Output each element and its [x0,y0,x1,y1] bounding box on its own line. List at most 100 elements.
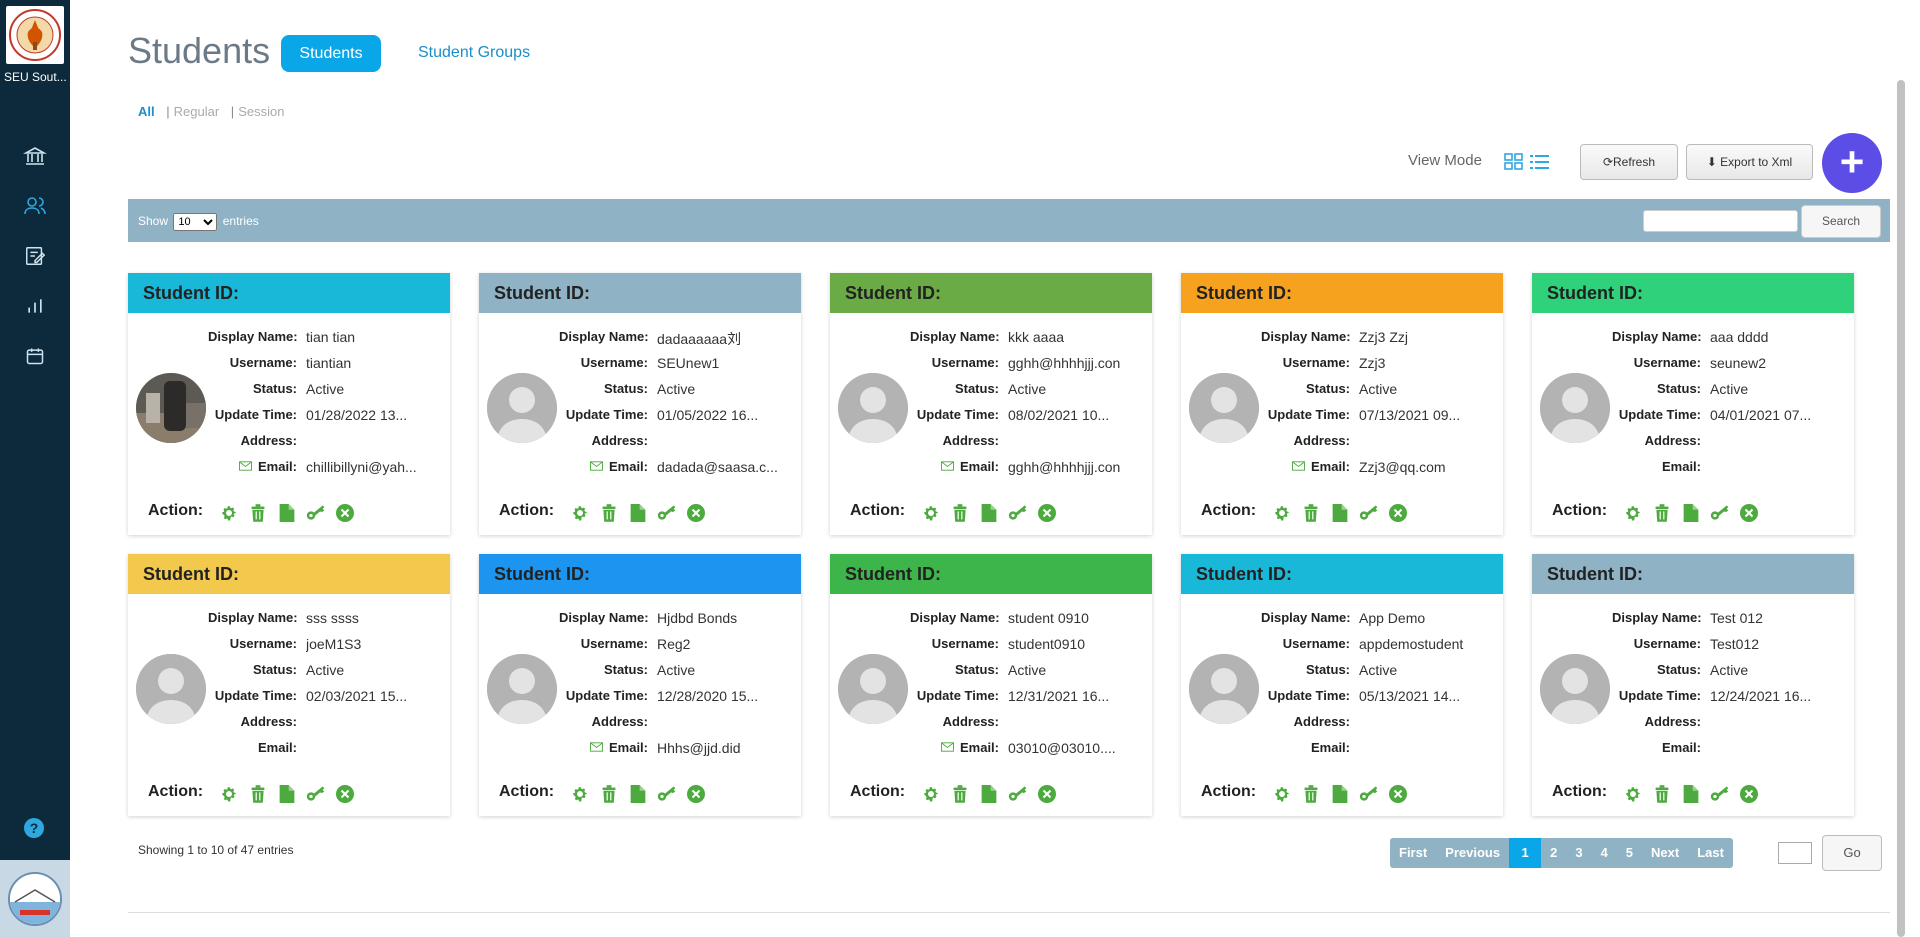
page-next[interactable]: Next [1651,845,1680,860]
key-icon[interactable] [1705,782,1734,806]
go-button[interactable]: Go [1822,835,1882,871]
trash-icon[interactable] [594,782,623,806]
trash-icon[interactable] [1647,501,1676,525]
gear-icon[interactable] [1618,501,1647,525]
student-card[interactable]: Student ID: Display Name: Hjdbd Bonds Usern… [479,554,801,816]
key-icon[interactable] [301,782,330,806]
page-previous[interactable]: Previous [1445,845,1501,860]
key-icon[interactable] [1705,501,1734,525]
student-card[interactable]: Student ID: Display Name: student 0910 User… [830,554,1152,816]
trash-icon[interactable] [243,782,272,806]
remove-icon[interactable] [681,782,710,806]
key-icon[interactable] [652,782,681,806]
filter-regular[interactable]: Regular [173,104,220,119]
page-3[interactable]: 3 [1575,845,1583,860]
field-value [1359,714,1497,740]
student-card[interactable]: Student ID: Display Name: tian tian Usernam… [128,273,450,535]
remove-icon[interactable] [330,782,359,806]
tab-student-groups[interactable]: Student Groups [418,44,531,61]
key-icon[interactable] [1354,782,1383,806]
bank-icon[interactable] [22,143,48,169]
list-view-icon[interactable] [1530,153,1550,176]
field-value: Active [657,662,696,678]
grid-view-icon[interactable] [1504,153,1524,176]
trash-icon[interactable] [945,782,974,806]
filter-session[interactable]: Session [238,104,285,119]
search-input[interactable] [1643,210,1798,232]
field-value: 03010@03010.... [1008,740,1116,756]
page-first[interactable]: First [1399,845,1428,860]
trash-icon[interactable] [945,501,974,525]
trash-icon[interactable] [1647,782,1676,806]
document-icon[interactable] [623,501,652,525]
gear-icon[interactable] [916,782,945,806]
document-icon[interactable] [1676,782,1705,806]
goto-page-input[interactable] [1778,842,1812,864]
org-logo[interactable]: SEU Sout... [4,6,66,110]
student-avatar [1540,373,1610,443]
document-icon[interactable] [974,782,1003,806]
page-5[interactable]: 5 [1625,845,1634,860]
edit-icon[interactable] [22,243,48,269]
chart-icon[interactable] [22,293,48,319]
page-2[interactable]: 2 [1550,845,1558,860]
page-last[interactable]: Last [1697,845,1724,860]
key-icon[interactable] [1354,501,1383,525]
student-card[interactable]: Student ID: Display Name: Test 012 Username… [1532,554,1854,816]
key-icon[interactable] [652,501,681,525]
entries-select[interactable]: 10 [173,213,218,231]
student-card[interactable]: Student ID: Display Name: App Demo Username… [1181,554,1503,816]
gear-icon[interactable] [1267,782,1296,806]
key-icon[interactable] [1003,782,1032,806]
gear-icon[interactable] [214,782,243,806]
document-icon[interactable] [1325,782,1354,806]
refresh-button[interactable]: ⟳Refresh [1580,144,1678,180]
trash-icon[interactable] [1296,782,1325,806]
remove-icon[interactable] [1032,501,1061,525]
export-xml-button[interactable]: ⬇ Export to Xml [1686,144,1813,180]
field-label: Username: [1282,355,1350,370]
document-icon[interactable] [1325,501,1354,525]
gear-icon[interactable] [1618,782,1647,806]
document-icon[interactable] [272,782,301,806]
search-button[interactable]: Search [1801,205,1881,238]
gear-icon[interactable] [565,782,594,806]
remove-icon[interactable] [1734,501,1763,525]
student-card[interactable]: Student ID: Display Name: Zzj3 Zzj Username… [1181,273,1503,535]
remove-icon[interactable] [1032,782,1061,806]
field-value: Active [1008,662,1047,678]
student-card[interactable]: Student ID: Display Name: sss ssss Username… [128,554,450,816]
trash-icon[interactable] [594,501,623,525]
field-email: Email: dadada@saasa.c... [559,459,799,485]
key-icon[interactable] [1003,501,1032,525]
document-icon[interactable] [1676,501,1705,525]
key-icon[interactable] [301,501,330,525]
help-icon[interactable]: ? [24,818,44,838]
student-card[interactable]: Student ID: Display Name: dadaaaaaa刘 Userna… [479,273,801,535]
gear-icon[interactable] [916,501,945,525]
gear-icon[interactable] [565,501,594,525]
user-menu[interactable] [0,860,70,937]
trash-icon[interactable] [243,501,272,525]
document-icon[interactable] [974,501,1003,525]
remove-icon[interactable] [330,501,359,525]
gear-icon[interactable] [1267,501,1296,525]
scrollbar[interactable] [1897,80,1905,937]
users-icon[interactable] [22,193,48,219]
gear-icon[interactable] [214,501,243,525]
remove-icon[interactable] [681,501,710,525]
trash-icon[interactable] [1296,501,1325,525]
document-icon[interactable] [623,782,652,806]
page-4[interactable]: 4 [1600,845,1608,860]
document-icon[interactable] [272,501,301,525]
filter-all[interactable]: All [138,104,155,119]
remove-icon[interactable] [1383,501,1412,525]
remove-icon[interactable] [1383,782,1412,806]
student-card[interactable]: Student ID: Display Name: aaa dddd Username… [1532,273,1854,535]
calendar-icon[interactable] [22,343,48,369]
page-1[interactable]: 1 [1509,838,1542,868]
remove-icon[interactable] [1734,782,1763,806]
student-card[interactable]: Student ID: Display Name: kkk aaaa Username… [830,273,1152,535]
tab-students[interactable]: Students [281,35,381,72]
add-student-button[interactable]: + [1822,133,1882,193]
